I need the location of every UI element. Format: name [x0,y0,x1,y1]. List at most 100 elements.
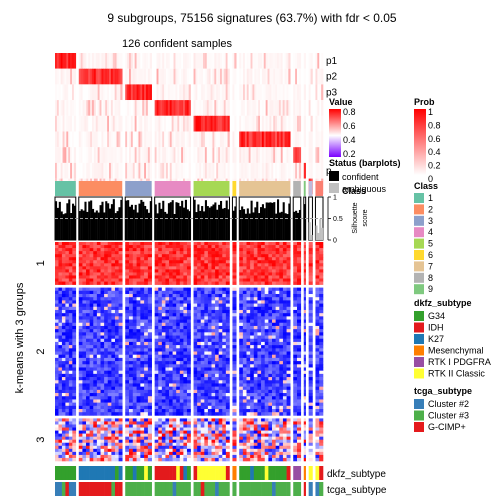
heatmap-cell [169,287,173,292]
heatmap-cell [78,254,83,258]
heatmap-cell [186,373,191,378]
heatmap-cell [239,272,244,276]
heatmap-cell [147,322,152,327]
heatmap-cell [93,396,98,400]
probability-cell [319,131,322,148]
heatmap-cell [100,242,105,246]
heatmap-cell [225,242,230,246]
probability-cell [167,84,171,101]
probability-cell [195,100,198,116]
probability-cell [80,115,83,132]
probability-cell [319,147,322,163]
heatmap-cell [211,287,216,292]
heatmap-cell [319,412,324,416]
heatmap-cell [89,293,94,298]
heatmap-cell [179,409,184,413]
heatmap-cell [154,319,159,324]
heatmap-cell [96,386,101,391]
heatmap-cell [286,263,291,267]
probability-cell [265,100,268,116]
heatmap-cell [147,332,152,336]
heatmap-cell [55,409,59,413]
heatmap-cell [107,263,112,267]
heatmap-cell [250,257,255,261]
heatmap-cell [161,370,166,375]
heatmap-cell [140,278,145,282]
heatmap-cell [96,364,101,368]
heatmap-cell [257,367,262,371]
heatmap-cell [282,361,287,365]
heatmap-cell [68,297,73,301]
heatmap-cell [68,380,73,384]
heatmap-cell [261,383,266,387]
heatmap-cell [140,389,145,394]
heatmap-cell [253,287,258,292]
heatmap-cell [58,248,63,252]
heatmap-cell [308,266,313,270]
probability-cell [80,84,83,101]
heatmap-cell [242,281,247,285]
heatmap-cell [319,313,324,317]
probability-cell [181,84,184,101]
probability-cell [243,115,246,132]
heatmap-cell [315,309,320,314]
heatmap-cell [222,386,227,391]
probability-cell [188,53,191,69]
heatmap-cell [293,248,298,252]
probability-cell [169,68,172,85]
heatmap-cell [78,335,83,340]
probability-cell [125,100,128,116]
heatmap-cell [197,316,202,320]
probability-cell [56,115,60,132]
probability-cell [271,84,274,101]
heatmap-cell [118,242,123,246]
heatmap-cell [239,313,244,317]
probability-cell [223,162,226,179]
heatmap-cell [125,329,130,333]
probability-cell [64,147,67,163]
heatmap-cell [78,316,83,320]
heatmap-cell [65,351,70,355]
heatmap-cell [232,325,237,330]
heatmap-cell [72,329,77,333]
heatmap-cell [242,245,247,249]
heatmap-cell [293,364,298,368]
heatmap-cell [158,351,163,355]
probability-cell [278,84,282,101]
heatmap-cell [183,297,188,301]
heatmap-cell [89,364,94,368]
heatmap-cell [197,418,202,422]
heatmap-cell [257,354,262,359]
heatmap-cell [293,335,298,340]
heatmap-cell [161,300,166,304]
heatmap-cell [104,367,109,371]
heatmap-cell [303,418,306,422]
probability-cell [90,131,93,148]
heatmap-cell [144,386,149,391]
heatmap-cell [158,278,163,282]
heatmap-cell [204,335,209,340]
heatmap-cell [161,272,166,276]
heatmap-cell [257,338,262,343]
heatmap-cell [55,254,59,258]
heatmap-cell [315,377,320,381]
heatmap-cell [207,254,212,258]
heatmap-cell [96,329,101,333]
heatmap-cell [183,377,188,381]
heatmap-cell [215,303,219,308]
heatmap-cell [96,421,101,425]
probability-cell [132,115,135,132]
probability-cell [110,53,114,69]
heatmap-cell [100,300,105,304]
heatmap-cell [93,364,98,368]
heatmap-cell [107,248,112,252]
heatmap-cell [179,275,184,279]
heatmap-cell [169,341,173,346]
heatmap-cell [72,393,77,397]
probability-cell [127,131,130,148]
probability-cell [258,131,261,148]
silhouette-bar [303,204,306,240]
heatmap-cell [55,338,59,343]
heatmap-cell [100,287,105,292]
heatmap-cell [282,316,287,320]
